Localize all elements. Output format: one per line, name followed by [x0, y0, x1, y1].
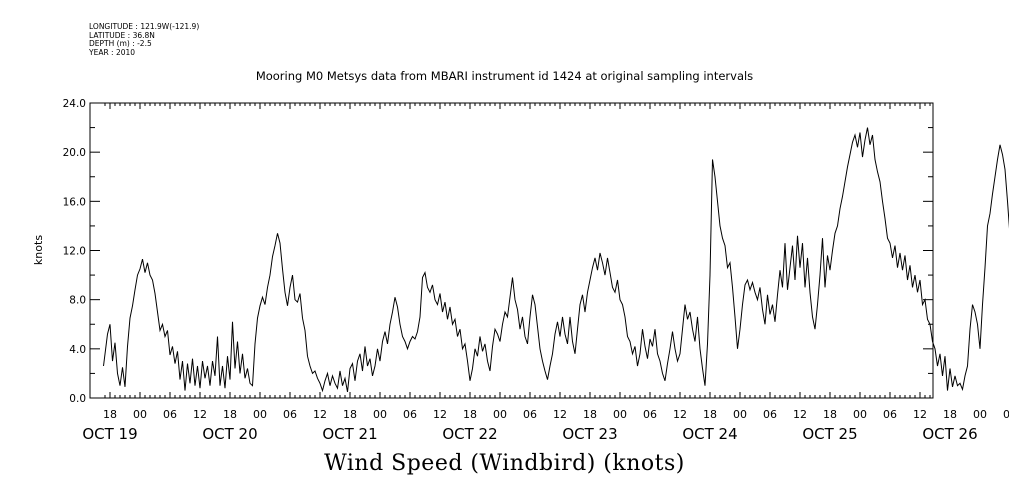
- x-hour-label: 18: [943, 408, 957, 421]
- x-hour-label: 00: [733, 408, 747, 421]
- y-tick-label: 0.0: [69, 393, 86, 405]
- x-hour-label: 06: [403, 408, 417, 421]
- x-hour-label: 06: [1003, 408, 1009, 421]
- x-hour-label: 06: [643, 408, 657, 421]
- x-day-label: OCT 26: [922, 425, 977, 443]
- x-day-label: OCT 22: [442, 425, 497, 443]
- x-day-label: OCT 23: [562, 425, 617, 443]
- x-hour-label: 12: [553, 408, 567, 421]
- y-axis-label: knots: [32, 235, 45, 265]
- x-hour-label: 06: [283, 408, 297, 421]
- x-hour-label: 18: [823, 408, 837, 421]
- y-tick-label: 24.0: [63, 98, 86, 110]
- x-hour-label: 12: [673, 408, 687, 421]
- y-tick-label: 4.0: [69, 344, 86, 356]
- x-day-label: OCT 20: [202, 425, 257, 443]
- x-axis-label: Wind Speed (Windbird) (knots): [324, 451, 685, 476]
- x-hour-label: 18: [103, 408, 117, 421]
- x-hour-label: 00: [493, 408, 507, 421]
- x-hour-label: 12: [433, 408, 447, 421]
- wind-speed-series-line: [103, 127, 1009, 393]
- x-tick-labels: 18 00 06 12 18 00 06 12 18 00 06 12 18 00 06 12 18 00 06 12…: [82, 408, 1009, 443]
- y-tick-label: 16.0: [63, 196, 86, 208]
- x-day-label: OCT 19: [82, 425, 137, 443]
- x-hour-label: 06: [883, 408, 897, 421]
- metadata-block: LONGITUDE : 121.9W(-121.9) LATITUDE : 36…: [89, 22, 200, 57]
- y-tick-label: 20.0: [63, 147, 86, 159]
- x-hour-label: 12: [793, 408, 807, 421]
- x-hour-label: 06: [163, 408, 177, 421]
- x-day-label: OCT 24: [682, 425, 737, 443]
- series-group: [103, 127, 1009, 393]
- x-hour-label: 18: [583, 408, 597, 421]
- x-hour-label: 00: [613, 408, 627, 421]
- x-hour-label: 06: [523, 408, 537, 421]
- x-hour-label: 12: [313, 408, 327, 421]
- x-hour-label: 12: [193, 408, 207, 421]
- x-hour-label: 00: [133, 408, 147, 421]
- y-tick-label: 8.0: [69, 295, 86, 307]
- x-day-label: OCT 25: [802, 425, 857, 443]
- x-hour-label: 00: [853, 408, 867, 421]
- metadata-depth: DEPTH (m) : -2.5: [89, 39, 152, 49]
- x-hour-label: 12: [913, 408, 927, 421]
- plot-frame: [89, 102, 934, 399]
- x-hour-label: 00: [373, 408, 387, 421]
- x-hour-label: 00: [253, 408, 267, 421]
- x-hour-label: 18: [343, 408, 357, 421]
- x-hour-label: 06: [763, 408, 777, 421]
- chart-title: Mooring M0 Metsys data from MBARI instru…: [255, 69, 754, 83]
- y-tick-label: 12.0: [63, 246, 86, 258]
- x-hour-label: 18: [703, 408, 717, 421]
- metadata-year: YEAR : 2010: [89, 47, 136, 57]
- metadata-latitude: LATITUDE : 36.8N: [89, 30, 155, 40]
- x-hour-label: 18: [223, 408, 237, 421]
- x-hour-label: 18: [463, 408, 477, 421]
- y-tick-labels: 0.0 4.0 8.0 12.0 16.0 20.0 24.0: [63, 98, 86, 405]
- x-hour-label: 00: [973, 408, 987, 421]
- x-day-label: OCT 21: [322, 425, 377, 443]
- metadata-longitude: LONGITUDE : 121.9W(-121.9): [89, 22, 200, 31]
